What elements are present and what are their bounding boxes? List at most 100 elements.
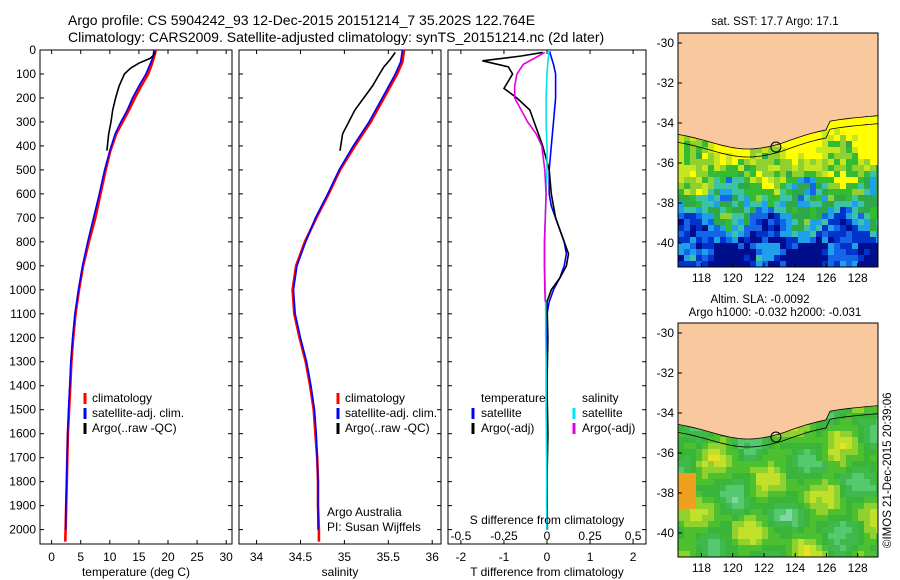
map-cell [744, 545, 750, 551]
map-cell [768, 509, 774, 515]
map-cell [780, 183, 786, 189]
map-cell [816, 165, 822, 171]
map-cell [774, 159, 780, 165]
map-cell [804, 249, 810, 255]
map-cell [726, 479, 732, 485]
map-cell [792, 467, 798, 473]
map-cell [762, 255, 768, 261]
map-cell [690, 491, 696, 497]
argo-position-marker [770, 431, 782, 443]
map-cell [792, 503, 798, 509]
map-cell [702, 195, 708, 201]
map-cell [726, 183, 732, 189]
map-cell [678, 527, 684, 533]
map-cell [858, 123, 864, 129]
map-cell [726, 539, 732, 545]
map-cell [702, 527, 708, 533]
map-cell [786, 195, 792, 201]
map-cell [708, 455, 714, 461]
map-cell [822, 261, 828, 267]
map-cell [828, 243, 834, 249]
x-tick-label: 34 [250, 550, 264, 564]
map-cell [750, 503, 756, 509]
map-cell [804, 455, 810, 461]
map-cell [780, 509, 786, 515]
map-cell [840, 419, 846, 425]
map-cell [828, 437, 834, 443]
map-cell [822, 521, 828, 527]
map-cell [774, 231, 780, 237]
map-cell [696, 491, 702, 497]
map-cell [852, 497, 858, 503]
map-cell [678, 425, 684, 431]
map-cell [690, 545, 696, 551]
map-cell [798, 183, 804, 189]
map-cell [684, 237, 690, 243]
map-cell [762, 165, 768, 171]
map-cell [780, 449, 786, 455]
map-cell [834, 243, 840, 249]
map-cell [792, 479, 798, 485]
map-cell [810, 461, 816, 467]
map-cell [762, 455, 768, 461]
map-cell [756, 225, 762, 231]
map-cell [756, 189, 762, 195]
y-tick-label: 1200 [9, 331, 36, 345]
map-cell [834, 527, 840, 533]
map-cell [822, 455, 828, 461]
map-cell [702, 509, 708, 515]
map-cell [870, 255, 876, 261]
map-cell [846, 437, 852, 443]
map-cell [714, 219, 720, 225]
map-cell [726, 195, 732, 201]
map-cell [786, 497, 792, 503]
map-cell [810, 153, 816, 159]
map-cell [744, 509, 750, 515]
map-cell [684, 165, 690, 171]
map-cell [840, 261, 846, 267]
map-cell [792, 141, 798, 147]
difference-legend: temperature satellite Argo(-adj) salinit… [471, 391, 635, 435]
map-cell [828, 219, 834, 225]
map-cell [750, 455, 756, 461]
map-cell [774, 485, 780, 491]
map-cell [786, 431, 792, 437]
map-cell [756, 183, 762, 189]
map-cell [798, 243, 804, 249]
map-cell [876, 207, 878, 213]
map-cell [714, 165, 720, 171]
map-cell [684, 539, 690, 545]
map-cell [858, 503, 864, 509]
map-cell [804, 255, 810, 261]
map-cell [822, 177, 828, 183]
map-cell [786, 255, 792, 261]
map-cell [696, 237, 702, 243]
map-cell [690, 159, 696, 165]
map-cell [840, 473, 846, 479]
map-cell [834, 419, 840, 425]
map-cell [810, 135, 816, 141]
series-line-salinity-argo-adj- [513, 51, 547, 302]
map-cell [738, 153, 744, 159]
map-cell [780, 527, 786, 533]
map-cell [786, 219, 792, 225]
map-cell [726, 237, 732, 243]
map-cell [828, 177, 834, 183]
map-cell [864, 231, 870, 237]
map-cell [840, 189, 846, 195]
map-cell [714, 485, 720, 491]
map-cell [690, 201, 696, 207]
map-cell [774, 539, 780, 545]
map-cell [714, 461, 720, 467]
map-cell [786, 503, 792, 509]
map-cell [840, 485, 846, 491]
map-cell [858, 443, 864, 449]
map-cell [858, 243, 864, 249]
map-cell [816, 147, 822, 153]
map-cell [852, 485, 858, 491]
map-cell [804, 261, 810, 267]
map-cell [732, 189, 738, 195]
map-cell [714, 533, 720, 539]
map-cell [792, 497, 798, 503]
map-cell [690, 521, 696, 527]
